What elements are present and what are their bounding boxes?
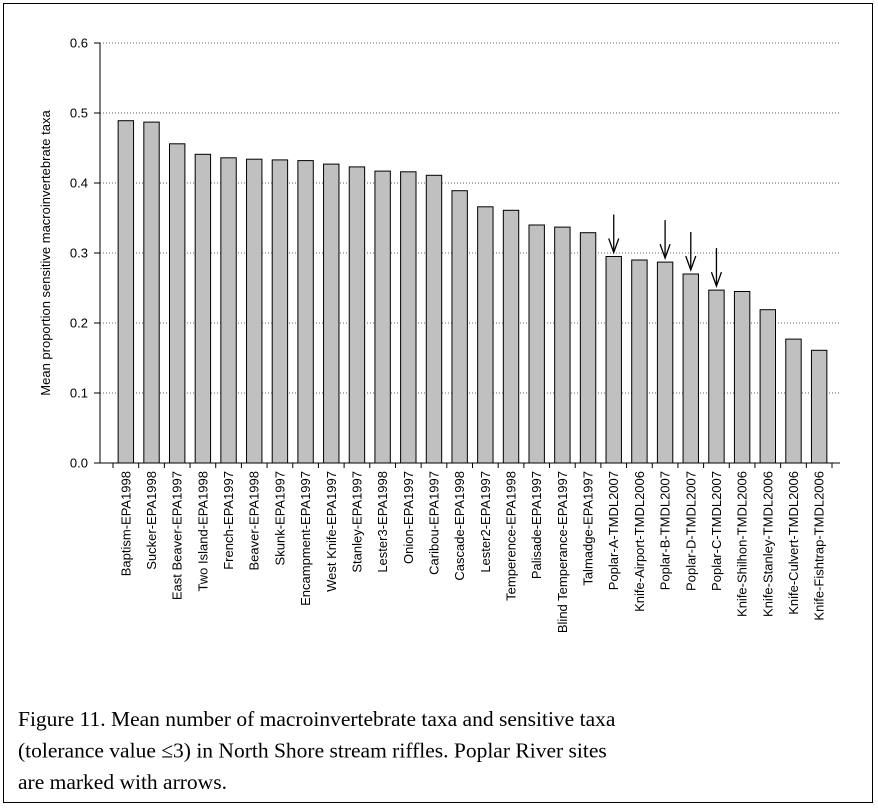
x-tick-label: Sucker-EPA1998 xyxy=(144,471,159,570)
x-tick-label: Knife-Airport-TMDL2006 xyxy=(632,471,647,612)
x-tick-label: Stanley-EPA1997 xyxy=(349,471,364,573)
bar xyxy=(297,160,314,464)
x-tick-label: Beaver-EPA1998 xyxy=(247,471,262,571)
bar xyxy=(117,120,135,464)
x-tick-label: Poplar-C-TMDL2007 xyxy=(709,471,724,591)
x-tick-label: Caribou-EPA1997 xyxy=(426,471,441,575)
x-tick-label: Encampment-EPA1997 xyxy=(298,471,313,606)
x-tick-label: West Knife-EPA1997 xyxy=(324,471,339,592)
bar xyxy=(554,226,571,464)
bar xyxy=(220,157,237,464)
arrow-head xyxy=(710,271,723,289)
y-tick-label: 0.6 xyxy=(70,36,88,51)
x-tick-label: Two Island-EPA1998 xyxy=(195,471,210,591)
x-tick-label: Skunk-EPA1997 xyxy=(272,471,287,565)
bar xyxy=(400,171,417,464)
x-tick-label: Lester2-EPA1997 xyxy=(478,471,493,573)
bar xyxy=(605,256,622,464)
bar xyxy=(656,261,674,464)
y-tick-label: 0.0 xyxy=(70,456,88,471)
x-tick-label: Baptism-EPA1998 xyxy=(118,471,133,576)
bar xyxy=(246,158,263,464)
x-tick-label: French-EPA1997 xyxy=(221,471,236,570)
y-tick-label: 0.5 xyxy=(70,106,88,121)
x-tick-label: Talmadge-EPA1997 xyxy=(581,471,596,586)
x-tick-label: Cascade-EPA1998 xyxy=(452,471,467,581)
bar xyxy=(143,121,160,464)
y-tick-label: 0.4 xyxy=(70,176,88,191)
bar xyxy=(323,163,340,464)
bar xyxy=(348,166,366,464)
x-tick-label: Knife-Fishtrap-TMDL2006 xyxy=(812,471,827,621)
arrow-head xyxy=(608,238,620,255)
bar xyxy=(682,273,699,464)
bar xyxy=(194,153,212,464)
y-tick-label: 0.3 xyxy=(70,246,88,261)
x-tick-label: Blind Temperance-EPA1997 xyxy=(555,471,570,633)
bar xyxy=(733,291,751,464)
bar xyxy=(168,143,186,464)
caption-line: are marked with arrows. xyxy=(18,770,227,794)
x-tick-label: East Beaver-EPA1997 xyxy=(170,471,185,600)
bar xyxy=(631,259,648,464)
figure-frame xyxy=(3,3,873,803)
x-tick-label: Poplar-A-TMDL2007 xyxy=(606,471,621,590)
y-tick-label: 0.1 xyxy=(70,386,88,401)
x-tick-label: Onion-EPA1997 xyxy=(401,471,416,564)
arrow-head xyxy=(659,243,671,261)
bar xyxy=(425,174,443,464)
x-tick-label: Palisade-EPA1997 xyxy=(529,471,544,579)
bar xyxy=(477,206,494,464)
x-tick-label: Knife-Stanley-TMDL2006 xyxy=(760,471,775,617)
y-axis-label: Mean proportion sensitive macroinvertebr… xyxy=(38,110,53,396)
bar xyxy=(528,224,545,464)
y-tick-label: 0.2 xyxy=(70,316,88,331)
bar xyxy=(374,170,391,464)
caption-line: (tolerance value ≤3) in North Shore stre… xyxy=(18,739,607,763)
x-tick-label: Knife-Shilhon-TMDL2006 xyxy=(735,471,750,617)
x-tick-label: Lester3-EPA1998 xyxy=(375,471,390,573)
bar xyxy=(810,349,828,464)
x-tick-label: Poplar-B-TMDL2007 xyxy=(658,471,673,590)
bar xyxy=(271,159,289,464)
bar xyxy=(502,209,520,464)
x-tick-label: Temperence-EPA1998 xyxy=(504,471,519,601)
x-tick-label: Knife-Culvert-TMDL2006 xyxy=(786,471,801,615)
arrow-head xyxy=(685,255,697,272)
x-tick-label: Poplar-D-TMDL2007 xyxy=(683,471,698,591)
bar xyxy=(785,338,802,464)
caption-line: Figure 11. Mean number of macroinvertebr… xyxy=(18,707,616,731)
bar xyxy=(759,309,777,464)
bar xyxy=(579,232,597,464)
bar xyxy=(451,190,468,464)
bar xyxy=(708,289,725,464)
